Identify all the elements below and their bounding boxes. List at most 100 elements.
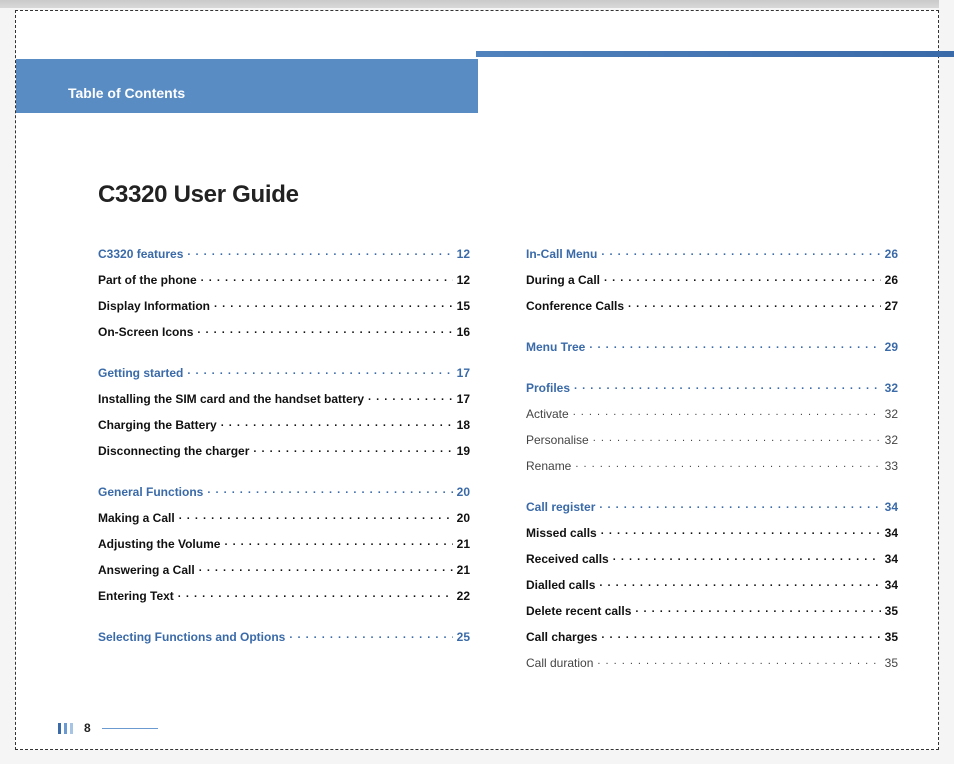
footer-rule (102, 728, 158, 729)
toc-entry-page: 20 (457, 485, 470, 499)
toc-entry[interactable]: Activate 32 (526, 406, 898, 421)
toc-section: Menu Tree29 (526, 339, 898, 354)
toc-leader-dots (221, 417, 453, 429)
toc-column-left: C3320 features 12 Part of the phone12 Displ… (98, 246, 470, 696)
page-footer: 8 (58, 721, 158, 735)
toc-entry-label: C3320 features (98, 247, 183, 261)
toc-leader-dots (179, 510, 453, 522)
toc-leader-dots (178, 588, 453, 600)
toc-leader-dots (601, 246, 880, 258)
toc-columns: C3320 features 12 Part of the phone12 Displ… (98, 246, 898, 696)
toc-leader-dots (599, 499, 880, 511)
toc-leader-dots (601, 629, 880, 641)
toc-leader-dots (593, 432, 881, 444)
toc-entry-page: 25 (457, 630, 470, 644)
toc-leader-dots (599, 577, 880, 589)
toc-entry-label: Call duration (526, 656, 593, 670)
toc-entry-page: 32 (885, 381, 898, 395)
toc-entry[interactable]: During a Call 26 (526, 272, 898, 287)
toc-leader-dots (224, 536, 452, 548)
toc-entry[interactable]: Selecting Functions and Options25 (98, 629, 470, 644)
toc-entry-page: 32 (885, 433, 898, 447)
toc-entry[interactable]: Installing the SIM card and the handset … (98, 391, 470, 406)
toc-entry[interactable]: General Functions 20 (98, 484, 470, 499)
toc-entry[interactable]: Adjusting the Volume21 (98, 536, 470, 551)
toc-entry-label: During a Call (526, 273, 600, 287)
toc-entry-label: General Functions (98, 485, 203, 499)
toc-header-box: Table of Contents (16, 59, 478, 113)
toc-entry-page: 16 (457, 325, 470, 339)
toc-entry[interactable]: Charging the Battery18 (98, 417, 470, 432)
toc-entry[interactable]: Making a Call20 (98, 510, 470, 525)
toc-entry-label: Activate (526, 407, 569, 421)
toc-leader-dots (589, 339, 880, 351)
toc-entry-page: 34 (885, 500, 898, 514)
toc-entry-label: Received calls (526, 552, 609, 566)
toc-entry[interactable]: Profiles 32 (526, 380, 898, 395)
toc-entry-label: Call register (526, 500, 595, 514)
toc-entry[interactable]: Disconnecting the charger19 (98, 443, 470, 458)
toc-entry-label: Installing the SIM card and the handset … (98, 392, 364, 406)
toc-leader-dots (187, 246, 452, 258)
footer-bar-icon (70, 723, 73, 734)
toc-entry[interactable]: Missed calls34 (526, 525, 898, 540)
toc-entry[interactable]: In-Call Menu26 (526, 246, 898, 261)
toc-entry[interactable]: Part of the phone12 (98, 272, 470, 287)
toc-entry-label: Personalise (526, 433, 589, 447)
toc-leader-dots (613, 551, 881, 563)
toc-entry[interactable]: Call register 34 (526, 499, 898, 514)
toc-leader-dots (601, 525, 881, 537)
toc-entry-label: Rename (526, 459, 571, 473)
toc-entry[interactable]: Delete recent calls35 (526, 603, 898, 618)
toc-leader-dots (368, 391, 453, 403)
toc-entry-page: 26 (885, 273, 898, 287)
toc-entry[interactable]: Personalise 32 (526, 432, 898, 447)
top-gradient-strip (0, 0, 939, 8)
toc-entry[interactable]: Conference Calls27 (526, 298, 898, 313)
toc-entry-label: Display Information (98, 299, 210, 313)
toc-leader-dots (199, 562, 453, 574)
toc-leader-dots (573, 406, 881, 418)
toc-section: Getting started17 Installing the SIM card… (98, 365, 470, 458)
toc-entry-label: Profiles (526, 381, 570, 395)
toc-leader-dots (575, 458, 880, 470)
toc-leader-dots (207, 484, 452, 496)
toc-entry[interactable]: Call duration 35 (526, 655, 898, 670)
toc-entry[interactable]: Entering Text22 (98, 588, 470, 603)
toc-entry-page: 17 (457, 366, 470, 380)
toc-entry[interactable]: Dialled calls34 (526, 577, 898, 592)
toc-entry-label: Dialled calls (526, 578, 595, 592)
footer-bar-icon (64, 723, 67, 734)
toc-column-right: In-Call Menu26 During a Call 26 Conference … (526, 246, 898, 696)
toc-leader-dots (214, 298, 453, 310)
toc-entry[interactable]: On-Screen Icons16 (98, 324, 470, 339)
toc-entry-page: 12 (457, 247, 470, 261)
toc-entry-page: 32 (885, 407, 898, 421)
toc-entry[interactable]: Display Information15 (98, 298, 470, 313)
toc-entry[interactable]: C3320 features 12 (98, 246, 470, 261)
toc-entry[interactable]: Received calls34 (526, 551, 898, 566)
toc-entry[interactable]: Menu Tree29 (526, 339, 898, 354)
toc-leader-dots (635, 603, 880, 615)
toc-section: Call register34Missed calls34Received ca… (526, 499, 898, 670)
toc-entry-page: 21 (457, 563, 470, 577)
toc-leader-dots (597, 655, 880, 667)
toc-leader-dots (201, 272, 453, 284)
toc-header-label: Table of Contents (68, 85, 185, 101)
toc-entry[interactable]: Answering a Call 21 (98, 562, 470, 577)
toc-leader-dots (574, 380, 881, 392)
page-frame: Table of Contents C3320 User Guide C3320… (15, 10, 939, 750)
toc-leader-dots (604, 272, 881, 284)
toc-entry-label: Disconnecting the charger (98, 444, 249, 458)
header-accent-bar (476, 51, 954, 57)
toc-section: Profiles 32 Activate 32 Personalise 32 Rename3… (526, 380, 898, 473)
toc-entry-page: 35 (885, 656, 898, 670)
toc-entry-label: Answering a Call (98, 563, 195, 577)
toc-entry-label: Adjusting the Volume (98, 537, 220, 551)
toc-entry[interactable]: Getting started17 (98, 365, 470, 380)
toc-entry[interactable]: Call charges35 (526, 629, 898, 644)
toc-entry-label: Call charges (526, 630, 597, 644)
toc-entry[interactable]: Rename33 (526, 458, 898, 473)
toc-entry-label: Conference Calls (526, 299, 624, 313)
toc-entry-page: 34 (885, 526, 898, 540)
